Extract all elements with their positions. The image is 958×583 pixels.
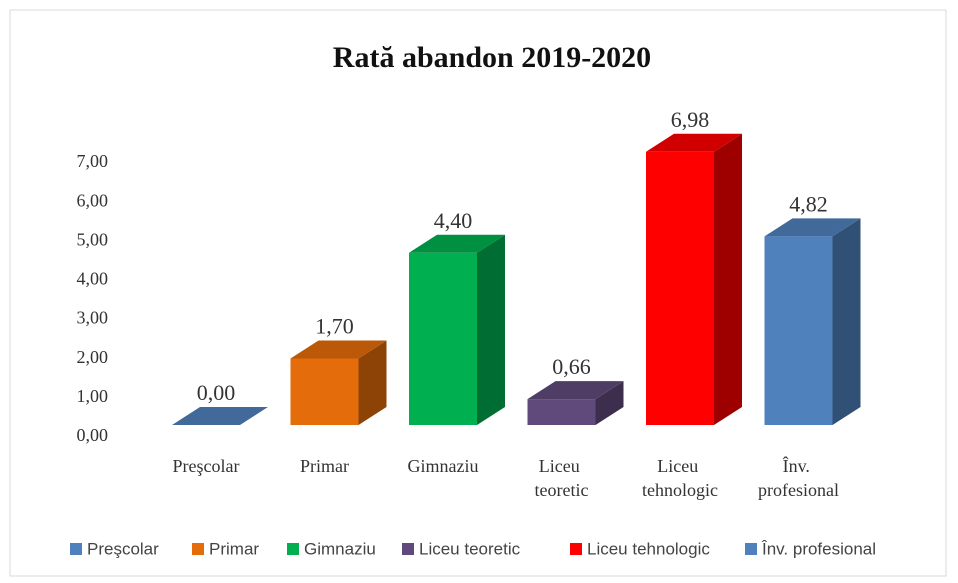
bar-front xyxy=(527,399,596,425)
x-tick-label: Liceu tehnologic xyxy=(642,456,718,500)
legend-swatch xyxy=(570,543,582,555)
bar-top xyxy=(290,340,387,359)
bar-top xyxy=(527,381,624,400)
y-tick-label: 0,00 xyxy=(77,425,109,445)
bar xyxy=(646,133,742,426)
legend-swatch xyxy=(287,543,299,555)
y-tick-label: 4,00 xyxy=(77,269,109,289)
legend-label: Gimnaziu xyxy=(304,539,376,558)
legend-swatch xyxy=(402,543,414,555)
legend-label: Primar xyxy=(209,539,259,558)
bar-top xyxy=(764,218,861,237)
bar-side xyxy=(358,340,387,425)
legend-swatch xyxy=(192,543,204,555)
y-tick-label: 2,00 xyxy=(77,347,109,367)
y-tick-label: 5,00 xyxy=(77,229,109,249)
bar-side xyxy=(832,218,861,425)
value-label: 0,66 xyxy=(552,354,591,379)
y-tick-label: 1,00 xyxy=(77,386,109,406)
legend-label: Preşcolar xyxy=(87,539,159,558)
value-label: 0,00 xyxy=(197,380,236,405)
y-tick-label: 6,00 xyxy=(77,190,109,210)
bar xyxy=(527,381,624,425)
legend-swatch xyxy=(70,543,82,555)
bar-front xyxy=(409,252,477,425)
legend-swatch xyxy=(745,543,757,555)
bar xyxy=(764,218,861,425)
bar-side xyxy=(477,234,505,425)
bar-side xyxy=(714,133,742,426)
bar xyxy=(409,234,505,425)
bar-front xyxy=(646,151,714,426)
bar xyxy=(172,407,268,425)
value-label: 4,82 xyxy=(789,191,828,216)
chart-title: Rată abandon 2019-2020 xyxy=(333,41,651,74)
x-tick-label: Liceu teoretic xyxy=(535,456,589,500)
bar-top xyxy=(172,407,268,425)
bar xyxy=(290,340,387,425)
x-tick-label: Înv. profesional xyxy=(758,455,839,500)
x-tick-label: Gimnaziu xyxy=(408,456,479,476)
y-tick-label: 3,00 xyxy=(77,308,109,328)
legend-label: Liceu tehnologic xyxy=(587,539,710,558)
value-label: 1,70 xyxy=(315,314,354,339)
legend-label: Liceu teoretic xyxy=(419,539,521,558)
y-tick-label: 7,00 xyxy=(77,151,109,171)
bar-side xyxy=(595,381,624,425)
value-label: 6,98 xyxy=(671,107,710,132)
legend-label: Înv. profesional xyxy=(761,539,876,558)
bar-top xyxy=(409,234,505,253)
bar-front xyxy=(764,236,833,425)
value-label: 4,40 xyxy=(434,208,473,233)
x-tick-label: Preşcolar xyxy=(173,456,240,476)
x-tick-label: Primar xyxy=(300,456,349,476)
bar-top xyxy=(646,133,742,152)
bar-front xyxy=(290,358,359,425)
